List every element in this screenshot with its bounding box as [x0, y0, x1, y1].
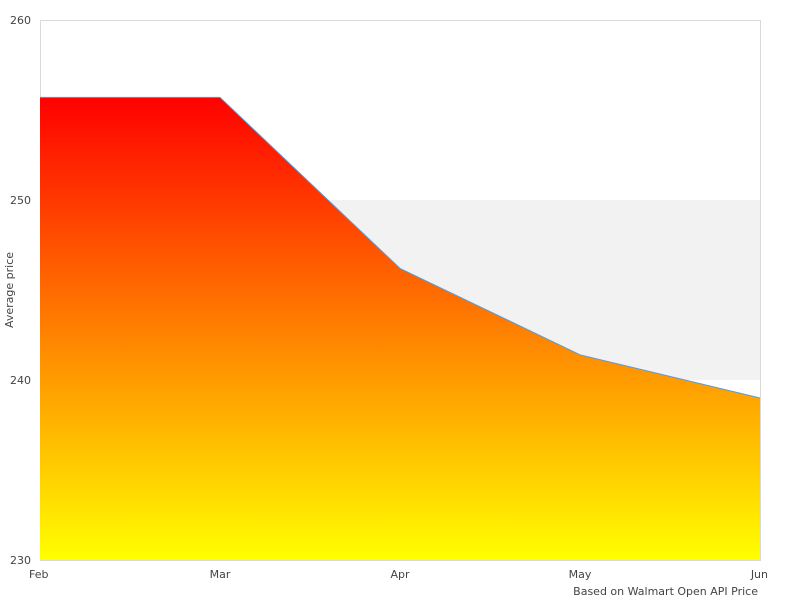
y-tick-label: 230: [10, 554, 31, 567]
y-tick-label: 250: [10, 194, 31, 207]
x-tick-label: May: [569, 568, 592, 581]
x-tick-label: Apr: [390, 568, 410, 581]
y-axis-label: Average price: [3, 252, 16, 328]
y-axis: 230 240 250 260: [10, 14, 31, 567]
area-fill: [40, 97, 760, 561]
y-tick-label: 240: [10, 374, 31, 387]
x-tick-label: Feb: [29, 568, 48, 581]
y-tick-label: 260: [10, 14, 31, 27]
x-axis: Feb Mar Apr May Jun: [29, 568, 768, 581]
x-tick-label: Mar: [210, 568, 231, 581]
credit-text: Based on Walmart Open API Price: [573, 585, 758, 598]
series-line: [40, 96, 761, 399]
x-tick-label: Jun: [750, 568, 768, 581]
